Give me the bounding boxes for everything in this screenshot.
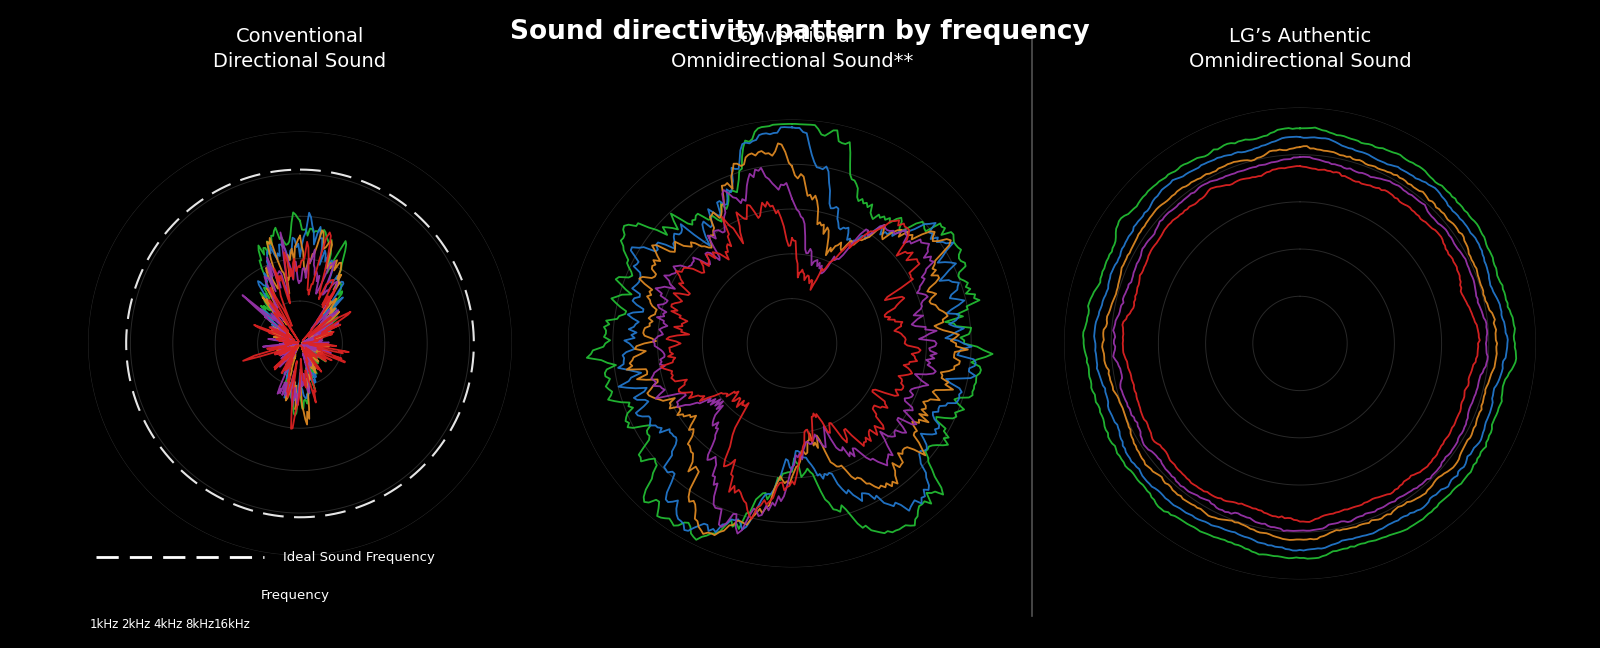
Text: Conventional
Omnidirectional Sound**: Conventional Omnidirectional Sound** xyxy=(670,27,914,71)
Text: 2kHz: 2kHz xyxy=(122,618,150,631)
Text: LG’s Authentic
Omnidirectional Sound: LG’s Authentic Omnidirectional Sound xyxy=(1189,27,1411,71)
Text: 1kHz: 1kHz xyxy=(90,618,118,631)
Text: 8kHz: 8kHz xyxy=(186,618,214,631)
Text: Ideal Sound Frequency: Ideal Sound Frequency xyxy=(283,551,435,564)
Text: Sound directivity pattern by frequency: Sound directivity pattern by frequency xyxy=(510,19,1090,45)
Text: 16kHz: 16kHz xyxy=(213,618,251,631)
Text: 4kHz: 4kHz xyxy=(154,618,182,631)
Text: Frequency: Frequency xyxy=(261,589,330,602)
Text: Conventional
Directional Sound: Conventional Directional Sound xyxy=(213,27,387,71)
